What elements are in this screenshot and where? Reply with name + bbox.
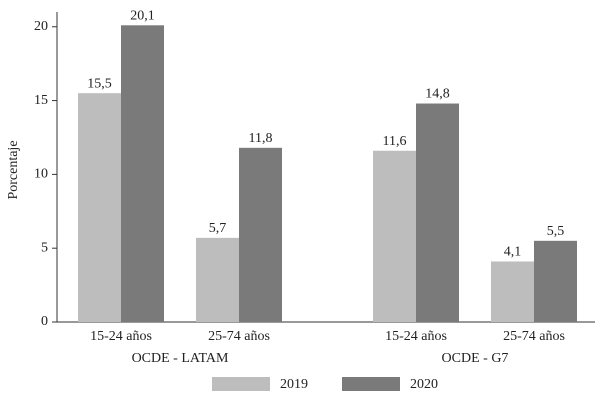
value-label: 11,8 [249,131,273,146]
x-tick-label: 25-74 años [503,329,565,344]
value-label: 14,8 [425,87,450,102]
value-label: 11,6 [383,134,407,149]
group-label: OCDE - G7 [442,351,509,366]
bar [491,261,534,322]
value-label: 20,1 [130,9,155,24]
y-tick-label: 0 [41,314,48,329]
value-label: 5,7 [209,221,227,236]
value-label: 4,1 [504,245,522,260]
legend-label: 2019 [280,377,308,392]
legend-swatch [212,377,270,391]
group-label: OCDE - LATAM [132,351,229,366]
x-tick-label: 15-24 años [90,329,152,344]
y-tick-label: 15 [34,93,48,108]
bar [78,93,121,322]
x-tick-label: 15-24 años [385,329,447,344]
y-tick-label: 20 [34,19,48,34]
bar [416,103,459,323]
y-axis-label: Porcentaje [6,140,21,199]
y-tick-label: 10 [34,167,48,182]
value-label: 15,5 [87,76,112,91]
y-tick-label: 5 [41,240,48,255]
bar [373,150,416,322]
bar [534,240,577,322]
x-tick-label: 25-74 años [208,329,270,344]
bar [196,237,239,322]
value-label: 5,5 [547,224,565,239]
legend-swatch [342,377,400,391]
bar [121,25,164,323]
legend-label: 2020 [410,377,438,392]
bar [239,147,282,322]
